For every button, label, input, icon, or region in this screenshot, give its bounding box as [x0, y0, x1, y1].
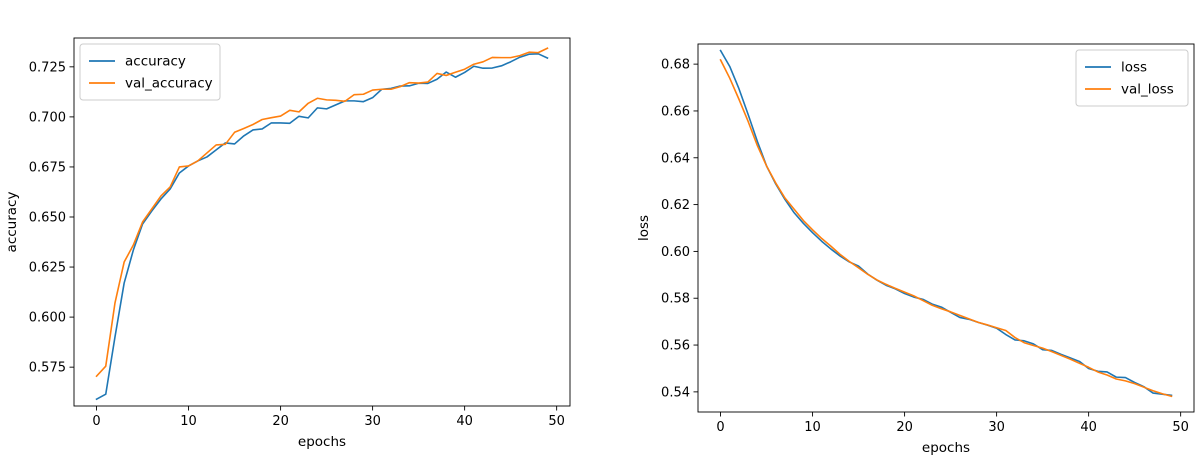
y-axis-label: accuracy — [4, 192, 20, 253]
x-tick-label: 0 — [92, 414, 100, 429]
x-tick-label: 20 — [272, 414, 289, 429]
chart-2: 0 10 20 30 40 50 0.54 0.56 0.58 0.60 0.62 0.64 0.66 0… — [636, 43, 1195, 456]
y-tick-label: 0.56 — [661, 339, 690, 354]
x-tick-label: 0 — [716, 420, 724, 435]
y-tick-label: 0.575 — [29, 361, 66, 376]
x-axis-label: epochs — [922, 440, 970, 456]
y-tick-label: 0.68 — [661, 58, 690, 73]
y-tick-label: 0.650 — [29, 210, 66, 225]
legend-label-val-accuracy: val_accuracy — [125, 76, 213, 92]
legend: accuracy val_accuracy — [79, 43, 221, 101]
x-tick-label: 10 — [180, 414, 197, 429]
y-tick-label: 0.700 — [29, 110, 66, 125]
x-tick-label: 30 — [988, 420, 1005, 435]
y-tick-label: 0.60 — [661, 245, 690, 260]
plot-frame — [697, 43, 1195, 413]
x-tick-label: 20 — [896, 420, 913, 435]
legend: loss val_loss — [1075, 49, 1189, 107]
chart-1: 0 10 20 30 40 50 0.575 0.600 0.625 0.650 0.675 0.70… — [4, 37, 571, 450]
legend-label-val-loss: val_loss — [1121, 82, 1174, 98]
legend-label-accuracy: accuracy — [125, 54, 186, 70]
series-line-val-accuracy — [95, 47, 549, 378]
y-axis-label: loss — [636, 215, 652, 241]
y-tick-label: 0.54 — [661, 385, 690, 400]
series-line-accuracy — [95, 53, 549, 401]
x-tick-label: 40 — [456, 414, 473, 429]
x-tick-label: 50 — [1172, 420, 1189, 435]
x-tick-label: 10 — [804, 420, 821, 435]
x-tick-label: 50 — [548, 414, 565, 429]
y-tick-label: 0.62 — [661, 198, 690, 213]
series-line-val-loss — [719, 58, 1173, 398]
legend-label-loss: loss — [1121, 60, 1147, 76]
y-tick-label: 0.675 — [29, 160, 66, 175]
plot-frame — [73, 37, 571, 407]
x-axis-label: epochs — [298, 434, 346, 450]
y-tick-label: 0.725 — [29, 60, 66, 75]
x-tick-label: 40 — [1080, 420, 1097, 435]
y-tick-label: 0.58 — [661, 292, 690, 307]
legend-box — [1075, 49, 1189, 107]
y-tick-label: 0.600 — [29, 311, 66, 326]
y-tick-label: 0.66 — [661, 104, 690, 119]
x-tick-label: 30 — [364, 414, 381, 429]
y-tick-label: 0.64 — [661, 151, 690, 166]
legend-box — [79, 43, 221, 101]
y-tick-label: 0.625 — [29, 261, 66, 276]
